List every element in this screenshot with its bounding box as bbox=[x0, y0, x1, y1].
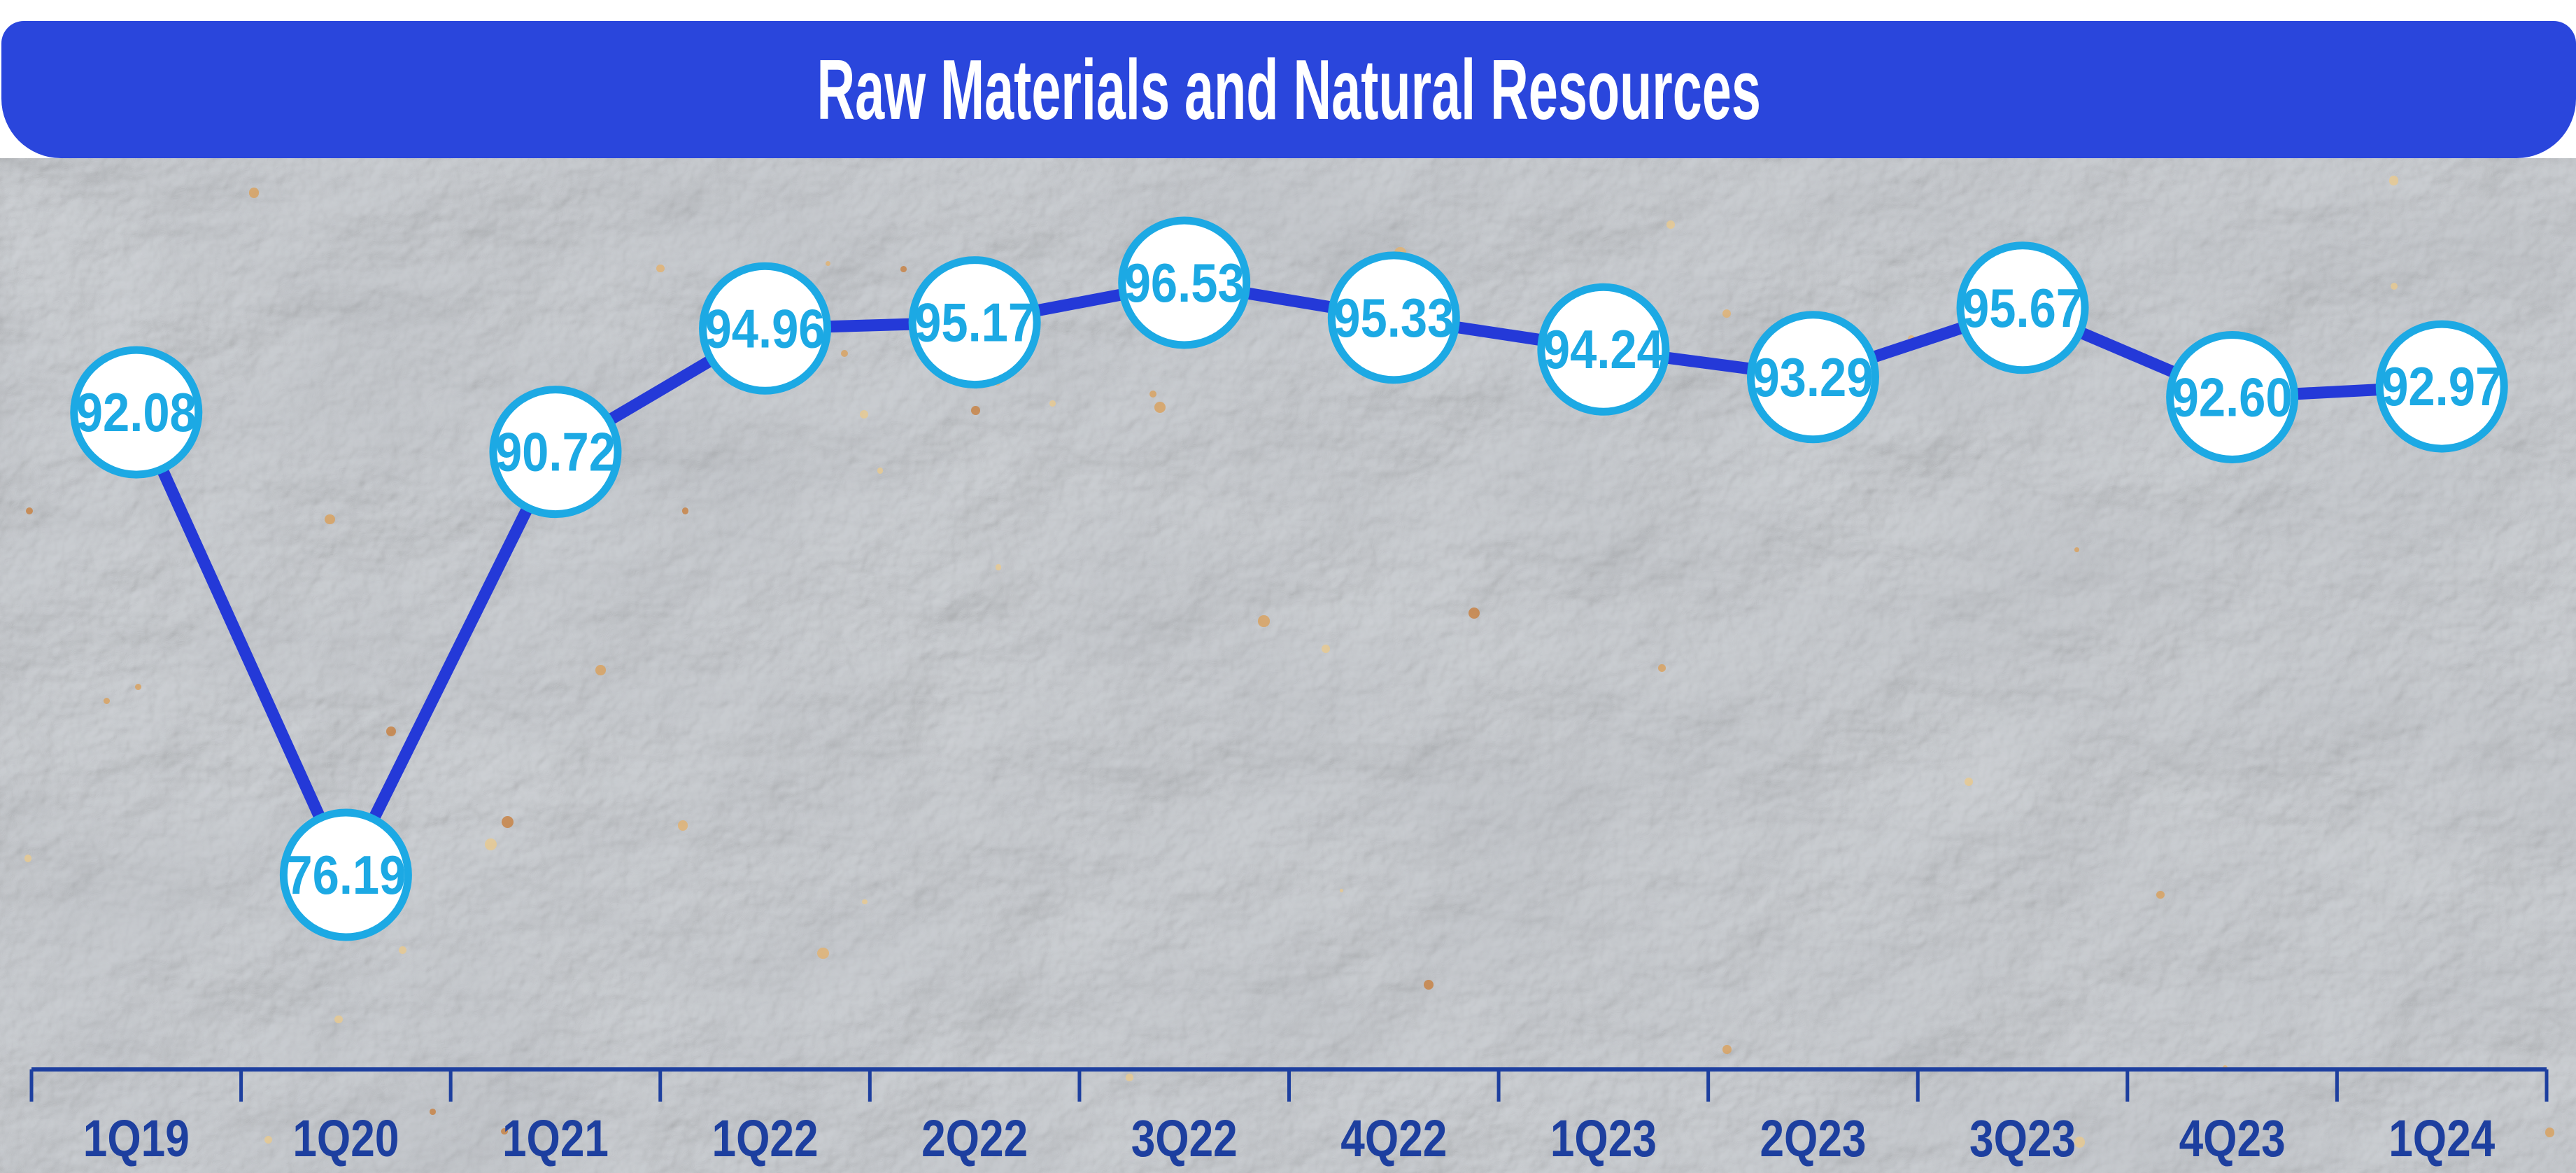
speckle-dot bbox=[264, 1135, 273, 1144]
data-point-marker bbox=[908, 256, 1041, 389]
x-axis-label: 4Q23 bbox=[2179, 1109, 2286, 1167]
speckle-dot bbox=[1722, 1045, 1732, 1054]
x-axis-label: 1Q23 bbox=[1550, 1109, 1657, 1167]
speckle-dot bbox=[248, 188, 260, 198]
speckle-dot bbox=[501, 815, 514, 828]
x-axis-label: 1Q21 bbox=[502, 1109, 609, 1167]
data-point-value: 96.53 bbox=[1124, 252, 1245, 314]
speckle-dot bbox=[398, 946, 406, 955]
data-point-marker bbox=[2375, 320, 2508, 453]
speckle-dot bbox=[1339, 889, 1343, 893]
x-axis-label: 3Q23 bbox=[1969, 1109, 2076, 1167]
speckle-dot bbox=[862, 899, 868, 905]
x-axis-label: 2Q22 bbox=[921, 1109, 1028, 1167]
rock-texture bbox=[0, 158, 2576, 1173]
speckle-dot bbox=[501, 1128, 508, 1135]
white-wash-overlay bbox=[0, 158, 2576, 1173]
data-point-value: 90.72 bbox=[495, 421, 616, 483]
speckle-dot bbox=[877, 468, 884, 474]
data-point-marker bbox=[1956, 241, 2089, 374]
speckle-dot bbox=[826, 260, 831, 267]
data-point-value: 95.67 bbox=[1962, 277, 2083, 339]
data-point-marker bbox=[279, 808, 412, 941]
data-point-value: 92.60 bbox=[2172, 366, 2293, 428]
speckle-dot bbox=[900, 266, 907, 273]
speckle-dot bbox=[1666, 220, 1675, 230]
speckle-dot bbox=[334, 1015, 343, 1024]
chart-line bbox=[130, 276, 2448, 881]
speckle-dot bbox=[595, 665, 606, 675]
data-point-marker bbox=[1118, 216, 1251, 349]
x-axis-label: 2Q23 bbox=[1760, 1109, 1866, 1167]
speckle-dot bbox=[1658, 663, 1666, 672]
speckle-dot bbox=[1126, 1074, 1133, 1082]
speckle-dot bbox=[2074, 1137, 2086, 1148]
speckle-dot bbox=[1468, 607, 1480, 619]
speckle-dot bbox=[2156, 890, 2165, 899]
data-point-value: 76.19 bbox=[285, 844, 406, 906]
speckle-dot bbox=[859, 410, 868, 419]
data-point-marker bbox=[1537, 283, 1670, 416]
speckle-dot bbox=[2391, 282, 2398, 290]
speckle-dot bbox=[971, 406, 980, 415]
x-axis-label: 1Q24 bbox=[2389, 1109, 2495, 1167]
data-point-value: 92.97 bbox=[2382, 356, 2502, 417]
x-axis-label: 1Q20 bbox=[292, 1109, 399, 1167]
data-point-value: 92.08 bbox=[76, 381, 197, 443]
speckle-dot bbox=[1322, 644, 1331, 653]
speckle-dot bbox=[2545, 1128, 2554, 1137]
speckle-dot bbox=[1964, 778, 1973, 787]
data-point-value: 95.17 bbox=[914, 292, 1035, 353]
speckle-dot bbox=[325, 514, 335, 524]
data-point-marker bbox=[70, 346, 203, 479]
page-title: Raw Materials and Natural Resources bbox=[816, 42, 1761, 137]
data-point-marker bbox=[1746, 311, 1879, 444]
speckle-dot bbox=[1258, 615, 1270, 627]
speckle-dot bbox=[386, 726, 397, 737]
speckle-dot bbox=[2074, 547, 2079, 552]
speckle-dot bbox=[24, 855, 32, 862]
data-point-marker bbox=[489, 386, 622, 519]
speckle-dot bbox=[995, 564, 1002, 570]
data-point-marker bbox=[2166, 330, 2299, 463]
speckle-dot bbox=[103, 697, 110, 705]
x-axis-label: 1Q22 bbox=[712, 1109, 819, 1167]
speckle-dot bbox=[485, 838, 497, 850]
speckle-dot bbox=[429, 1109, 436, 1115]
speckle-dot bbox=[1423, 980, 1434, 990]
data-point-value: 94.96 bbox=[705, 297, 826, 359]
data-point-value: 94.24 bbox=[1543, 318, 1664, 380]
speckle-dot bbox=[134, 683, 142, 691]
x-axis-label: 4Q22 bbox=[1340, 1109, 1447, 1167]
speckle-dot bbox=[656, 265, 665, 273]
data-point-marker bbox=[699, 262, 832, 395]
speckle-dot bbox=[817, 947, 829, 960]
data-point-marker bbox=[1327, 251, 1460, 384]
data-point-value: 93.29 bbox=[1753, 346, 1873, 408]
speckle-dot bbox=[1154, 402, 1166, 414]
title-banner: Raw Materials and Natural Resources bbox=[1, 21, 2576, 158]
rock-photo-background bbox=[0, 158, 2576, 1173]
x-axis-label: 3Q22 bbox=[1131, 1109, 1238, 1167]
speckle-dot bbox=[2389, 176, 2399, 185]
speckle-dot bbox=[677, 820, 688, 831]
speckle-dot bbox=[1149, 390, 1157, 398]
speckle-dot bbox=[1722, 309, 1732, 318]
speckle-dot bbox=[25, 507, 33, 514]
speckle-dot bbox=[1049, 400, 1056, 407]
data-point-value: 95.33 bbox=[1333, 287, 1454, 349]
x-axis-label: 1Q19 bbox=[83, 1109, 190, 1167]
speckle-dot bbox=[681, 507, 689, 514]
speckle-dot bbox=[840, 349, 849, 358]
